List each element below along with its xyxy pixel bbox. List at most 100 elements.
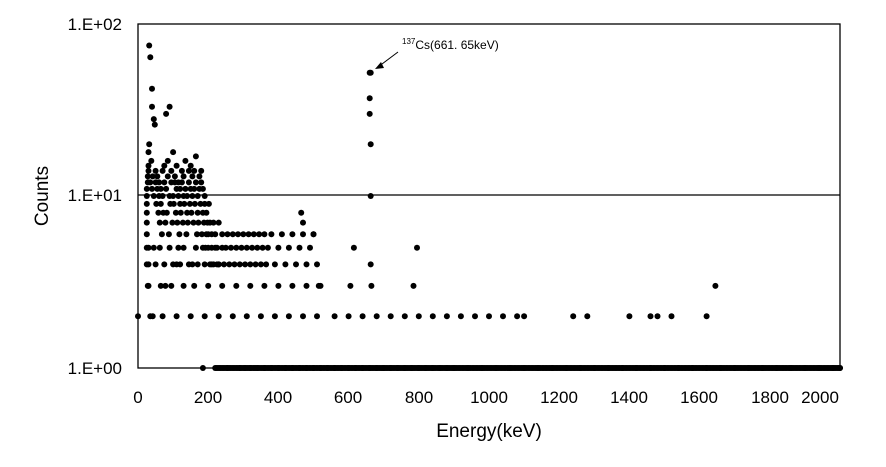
data-point: [198, 179, 205, 186]
data-point: [347, 282, 354, 289]
data-point: [145, 162, 152, 169]
data-point: [149, 103, 155, 110]
data-point: [144, 282, 151, 289]
data-point: [143, 219, 150, 226]
data-point: [201, 313, 208, 320]
data-point: [152, 167, 159, 174]
data-point: [259, 244, 266, 251]
data-point: [178, 179, 185, 186]
data-point: [219, 231, 226, 238]
data-point: [350, 244, 357, 251]
data-point: [268, 231, 275, 238]
x-tick-label: 1800: [751, 388, 789, 407]
data-point: [192, 153, 199, 160]
data-point: [521, 313, 528, 320]
data-point: [250, 231, 257, 238]
data-point: [366, 110, 373, 117]
data-point: [300, 219, 306, 226]
data-point: [226, 261, 233, 268]
data-point: [166, 103, 173, 110]
data-point: [191, 167, 198, 174]
x-tick-label: 2000: [801, 388, 839, 407]
data-point: [156, 179, 163, 186]
y-tick-label: 1.E+01: [68, 186, 122, 205]
data-point: [191, 282, 198, 289]
data-point: [443, 313, 450, 320]
data-point: [359, 313, 366, 320]
data-point: [215, 261, 222, 268]
data-point: [285, 313, 292, 320]
data-point: [187, 313, 194, 320]
data-point: [163, 185, 170, 192]
data-point: [233, 282, 240, 289]
data-point: [199, 185, 206, 192]
data-point: [367, 141, 374, 148]
data-point: [156, 219, 163, 226]
data-point: [837, 365, 843, 371]
data-point: [296, 244, 303, 251]
data-point: [148, 157, 155, 164]
data-point: [199, 365, 206, 371]
data-point: [171, 173, 178, 180]
data-point: [203, 209, 210, 216]
data-point: [263, 261, 270, 268]
data-point: [143, 200, 150, 207]
data-point: [176, 231, 183, 238]
data-point: [184, 219, 191, 226]
data-point: [175, 193, 182, 199]
data-point: [275, 244, 282, 251]
data-point: [222, 244, 229, 251]
data-point: [191, 200, 198, 207]
data-point: [195, 219, 202, 226]
data-point: [252, 261, 259, 268]
data-point: [254, 244, 261, 251]
data-point: [668, 313, 675, 320]
x-tick-label: 200: [194, 388, 222, 407]
data-point: [247, 261, 254, 268]
data-point: [172, 209, 179, 216]
x-tick-label: 1600: [680, 388, 718, 407]
data-point: [249, 244, 256, 251]
data-point: [168, 167, 175, 174]
annotation-text: Cs(661. 65keV): [415, 38, 498, 52]
data-point: [256, 231, 263, 238]
data-point: [177, 209, 184, 216]
data-point: [570, 313, 577, 320]
data-point: [143, 185, 150, 192]
data-point: [177, 200, 184, 207]
data-point: [373, 313, 380, 320]
data-point: [180, 282, 187, 289]
x-tick-label: 400: [264, 388, 292, 407]
data-point: [145, 167, 152, 174]
data-point: [194, 209, 201, 216]
x-tick-label: 600: [334, 388, 362, 407]
data-point: [153, 200, 160, 207]
data-point: [194, 193, 201, 199]
data-point: [180, 173, 187, 180]
data-point: [205, 282, 212, 289]
data-point: [219, 282, 226, 289]
y-tick-label: 1.E+00: [68, 359, 122, 378]
annotation-superscript: 137: [402, 37, 416, 46]
data-point: [242, 261, 249, 268]
data-point: [245, 231, 252, 238]
annotation-label: 137Cs(661. 65keV): [402, 37, 499, 52]
data-point: [214, 244, 220, 251]
x-axis-title: Energy(keV): [436, 421, 542, 442]
data-point: [146, 141, 153, 148]
data-point: [145, 149, 152, 156]
data-point: [157, 185, 164, 192]
data-point: [166, 244, 173, 251]
data-point: [240, 231, 247, 238]
data-point: [161, 179, 168, 186]
data-point: [647, 313, 654, 320]
data-point: [189, 173, 196, 180]
data-point: [159, 193, 166, 199]
data-point: [584, 313, 591, 320]
data-point: [224, 231, 231, 238]
data-point: [159, 167, 166, 174]
data-point: [367, 261, 374, 268]
data-point: [192, 179, 199, 186]
data-point: [415, 313, 422, 320]
